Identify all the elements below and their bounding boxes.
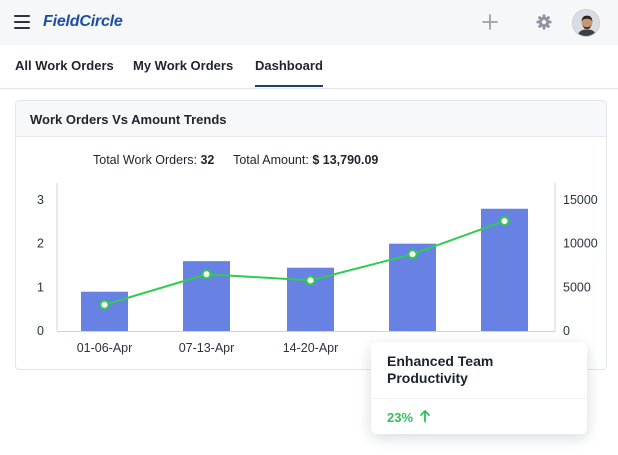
x-axis-tick-label: 07-13-Apr <box>179 341 235 355</box>
app-logo[interactable]: FieldCircle <box>43 13 123 30</box>
chart-totals: Total Work Orders: 32 Total Amount: $ 13… <box>93 153 378 167</box>
tab-my-work-orders[interactable]: My Work Orders <box>133 58 234 73</box>
arrow-up-icon <box>420 410 430 423</box>
right-axis-tick-label: 5000 <box>563 280 591 294</box>
top-bar: FieldCircle <box>0 0 618 45</box>
tab-dashboard[interactable]: Dashboard <box>255 58 323 87</box>
tab-bar: All Work Orders My Work Orders Dashboard <box>0 45 618 89</box>
popup-title: Enhanced Team Productivity <box>387 353 494 386</box>
line-point <box>305 275 316 286</box>
plus-icon[interactable] <box>481 13 499 31</box>
bar <box>481 208 528 331</box>
right-axis-tick-label: 10000 <box>563 237 598 251</box>
popup-value: 23% <box>387 410 414 425</box>
tab-all-work-orders[interactable]: All Work Orders <box>15 58 114 73</box>
total-work-orders-label: Total Work Orders: <box>93 153 197 167</box>
gear-icon[interactable] <box>535 13 553 31</box>
left-axis-tick-label: 1 <box>37 280 44 294</box>
line-point <box>201 269 212 280</box>
right-axis-tick-label: 0 <box>563 324 570 338</box>
total-amount-label: Total Amount: <box>233 153 309 167</box>
user-avatar-icon <box>573 10 599 36</box>
bar <box>81 291 128 331</box>
total-work-orders-value: 32 <box>200 153 215 167</box>
x-axis-tick-label: 01-06-Apr <box>77 341 133 355</box>
productivity-popup: Enhanced Team Productivity 23% <box>371 342 587 434</box>
left-axis-tick-label: 3 <box>37 193 44 207</box>
left-axis-tick-label: 0 <box>37 324 44 338</box>
card-header: Work Orders Vs Amount Trends <box>16 101 606 137</box>
hamburger-icon[interactable] <box>14 15 30 29</box>
total-amount-value: $ 13,790.09 <box>312 153 379 167</box>
line-point <box>99 299 110 310</box>
left-axis-tick-label: 2 <box>37 237 44 251</box>
popup-divider <box>371 398 587 399</box>
avatar[interactable] <box>572 9 600 37</box>
x-axis-tick-label: 14-20-Apr <box>283 341 339 355</box>
line-point <box>407 249 418 260</box>
right-axis-tick-label: 15000 <box>563 193 598 207</box>
line-point <box>499 215 510 226</box>
card-title: Work Orders Vs Amount Trends <box>30 112 227 127</box>
